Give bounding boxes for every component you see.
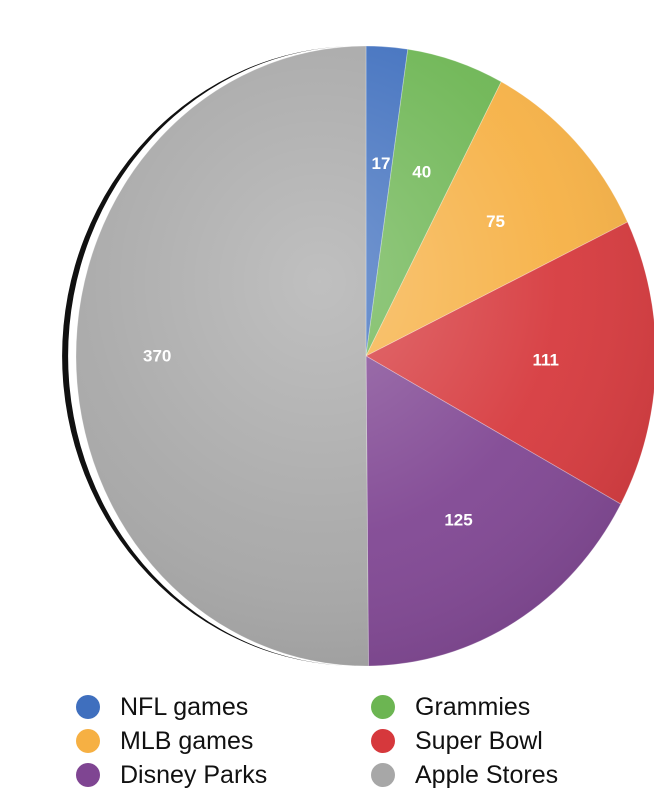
pie-value-labels: 17 40 75 111 125 370 [143,154,559,529]
legend-item-grammies: Grammies [371,690,636,724]
legend-swatch-apple-stores [371,763,395,787]
legend-swatch-mlb-games [76,729,100,753]
legend-item-mlb-games: MLB games [76,724,371,758]
legend-label-apple-stores: Apple Stores [415,760,559,789]
legend-swatch-grammies [371,695,395,719]
legend-label-nfl-games: NFL games [120,692,249,721]
legend-label-mlb-games: MLB games [120,726,254,755]
value-label-super-bowl: 111 [532,350,559,369]
legend-label-disney-parks: Disney Parks [120,760,268,789]
legend-label-super-bowl: Super Bowl [415,726,543,755]
legend-label-grammies: Grammies [415,692,531,721]
legend-item-nfl-games: NFL games [76,690,371,724]
legend-swatch-super-bowl [371,729,395,753]
value-label-disney-parks: 125 [444,510,472,529]
legend-item-super-bowl: Super Bowl [371,724,636,758]
legend: NFL games Grammies MLB games Super Bowl Disn… [76,690,636,792]
value-label-apple-stores: 370 [143,346,171,365]
legend-swatch-disney-parks [76,763,100,787]
pie-slice-apple-stores [75,45,369,667]
value-label-grammies: 40 [412,163,431,182]
legend-item-apple-stores: Apple Stores [371,758,636,792]
legend-item-disney-parks: Disney Parks [76,758,371,792]
legend-swatch-nfl-games [76,695,100,719]
value-label-nfl-games: 17 [372,154,391,173]
pie-chart-svg: 17 40 75 111 125 370 [62,45,654,667]
value-label-mlb-games: 75 [486,212,505,231]
